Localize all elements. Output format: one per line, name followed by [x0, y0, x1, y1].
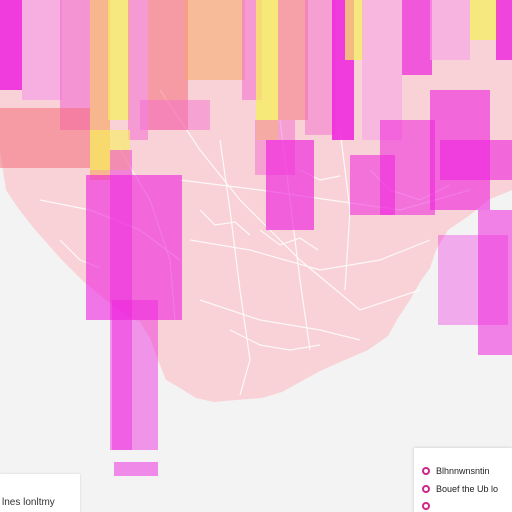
map-legend: Blhnnwnsntin Bouef the Ub lo	[414, 448, 512, 512]
legend-label: Blhnnwnsntin	[436, 466, 490, 476]
legend-item: Bouef the Ub lo	[422, 484, 498, 494]
scale-bar: lnes lonltmy	[0, 474, 80, 512]
circle-marker-icon	[422, 502, 430, 510]
legend-item: Blhnnwnsntin	[422, 466, 490, 476]
legend-item	[422, 502, 436, 510]
heat-overlay	[0, 0, 512, 476]
circle-marker-icon	[422, 467, 430, 475]
circle-marker-icon	[422, 485, 430, 493]
scale-label: lnes lonltmy	[2, 497, 55, 508]
legend-label: Bouef the Ub lo	[436, 484, 499, 494]
